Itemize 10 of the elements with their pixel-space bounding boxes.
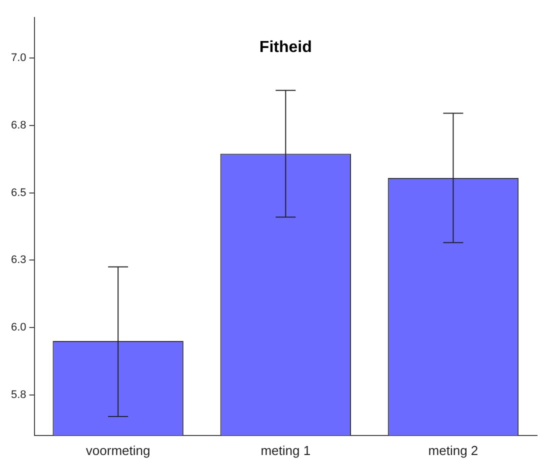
x-tick-label: meting 1 [260, 442, 311, 458]
y-tick-label: 6.0 [10, 322, 26, 334]
y-tick-label: 6.3 [10, 254, 26, 266]
x-tick-label: meting 2 [428, 442, 478, 458]
y-tick-label: 6.5 [10, 186, 26, 199]
text: Fitheid [259, 39, 312, 56]
y-tick-label: 5.8 [10, 389, 26, 401]
x-tick-label: voormeting [86, 442, 150, 458]
y-tick-label: 6.8 [10, 119, 26, 132]
y-tick-label: 7.0 [10, 52, 26, 64]
